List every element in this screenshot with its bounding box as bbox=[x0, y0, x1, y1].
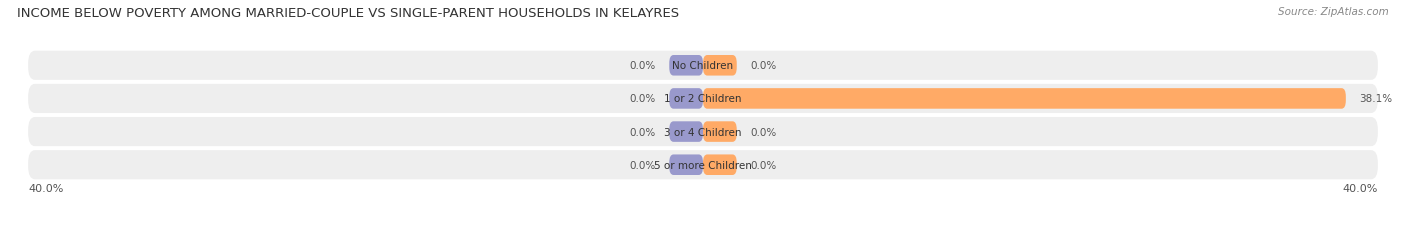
FancyBboxPatch shape bbox=[28, 52, 1378, 81]
Text: 0.0%: 0.0% bbox=[630, 160, 655, 170]
FancyBboxPatch shape bbox=[669, 56, 703, 76]
FancyBboxPatch shape bbox=[703, 122, 737, 142]
FancyBboxPatch shape bbox=[703, 89, 1346, 109]
FancyBboxPatch shape bbox=[669, 155, 703, 175]
FancyBboxPatch shape bbox=[703, 155, 737, 175]
Text: INCOME BELOW POVERTY AMONG MARRIED-COUPLE VS SINGLE-PARENT HOUSEHOLDS IN KELAYRE: INCOME BELOW POVERTY AMONG MARRIED-COUPL… bbox=[17, 7, 679, 20]
Text: 0.0%: 0.0% bbox=[751, 127, 776, 137]
Text: 0.0%: 0.0% bbox=[630, 61, 655, 71]
Text: 0.0%: 0.0% bbox=[630, 127, 655, 137]
Text: No Children: No Children bbox=[672, 61, 734, 71]
Text: 5 or more Children: 5 or more Children bbox=[654, 160, 752, 170]
Text: 0.0%: 0.0% bbox=[751, 61, 776, 71]
FancyBboxPatch shape bbox=[669, 89, 703, 109]
Text: 40.0%: 40.0% bbox=[28, 183, 63, 193]
Text: 38.1%: 38.1% bbox=[1360, 94, 1392, 104]
FancyBboxPatch shape bbox=[28, 118, 1378, 146]
Text: 0.0%: 0.0% bbox=[751, 160, 776, 170]
Text: 0.0%: 0.0% bbox=[630, 94, 655, 104]
FancyBboxPatch shape bbox=[28, 150, 1378, 179]
Text: 3 or 4 Children: 3 or 4 Children bbox=[664, 127, 742, 137]
Text: 40.0%: 40.0% bbox=[1343, 183, 1378, 193]
FancyBboxPatch shape bbox=[28, 85, 1378, 113]
FancyBboxPatch shape bbox=[703, 56, 737, 76]
Text: 1 or 2 Children: 1 or 2 Children bbox=[664, 94, 742, 104]
FancyBboxPatch shape bbox=[669, 122, 703, 142]
Text: Source: ZipAtlas.com: Source: ZipAtlas.com bbox=[1278, 7, 1389, 17]
